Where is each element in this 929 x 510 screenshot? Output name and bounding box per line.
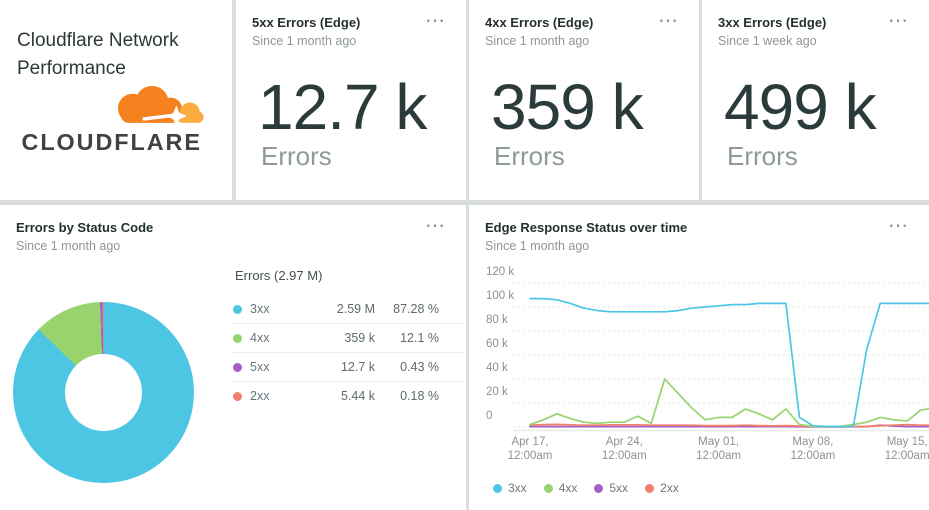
card-menu-icon[interactable]: ⋯	[425, 215, 446, 237]
kpi-value: 499 k	[724, 71, 877, 143]
legend-item-4xx[interactable]: 4xx	[543, 481, 578, 495]
card-menu-icon[interactable]: ⋯	[425, 10, 446, 32]
4xx-dot-icon	[233, 333, 242, 343]
cloudflare-wordmark: CLOUDFLARE	[22, 129, 202, 155]
facet-value: 5.44 k	[340, 389, 375, 403]
legend-item-3xx[interactable]: 3xx	[493, 481, 527, 495]
2xx-dot-icon	[233, 391, 242, 401]
facet-row-3xx[interactable]: 3xx 2.59 M 87.28 %	[233, 295, 463, 323]
kpi-title: 5xx Errors (Edge)	[252, 15, 361, 30]
dashboard-title: Cloudflare Network Performance	[17, 29, 179, 79]
kpi-value: 12.7 k	[258, 71, 427, 143]
legend-label: 2xx	[660, 481, 679, 495]
facet-label: 3xx	[250, 302, 270, 316]
kpi-title: 4xx Errors (Edge)	[485, 15, 594, 30]
card-subtitle: Since 1 month ago	[485, 239, 590, 253]
card-subtitle: Since 1 month ago	[16, 239, 121, 253]
facet-value: 12.7 k	[340, 360, 375, 374]
donut-hole	[65, 354, 142, 431]
dashboard-title-card: Cloudflare Network Performance CLOUDFLAR…	[0, 0, 232, 200]
y-tick-label: 120 k	[486, 266, 515, 278]
kpi-value: 359 k	[491, 71, 644, 143]
card-menu-icon[interactable]: ⋯	[888, 215, 909, 237]
facet-table-title: Errors (2.97 M)	[235, 268, 323, 283]
5xx-dot-icon	[594, 483, 604, 493]
facet-percent: 0.43 %	[400, 360, 439, 374]
kpi-unit: Errors	[727, 141, 798, 171]
4xx-dot-icon	[543, 483, 553, 493]
x-tick-label: Apr 17, 12:00am	[507, 436, 553, 462]
errors-by-status-code-card: Errors by Status Code Since 1 month ago …	[0, 205, 466, 510]
y-tick-label: 0	[486, 410, 493, 422]
3xx-dot-icon	[493, 483, 502, 493]
y-tick-label: 20 k	[486, 386, 508, 398]
cloudflare-cloud-icon: CLOUDFLARE	[22, 85, 204, 155]
facet-row-5xx[interactable]: 5xx 12.7 k 0.43 %	[233, 352, 463, 381]
kpi-subtitle: Since 1 month ago	[485, 34, 590, 48]
legend-label: 3xx	[508, 481, 527, 495]
card-menu-icon[interactable]: ⋯	[658, 10, 679, 32]
facet-row-4xx[interactable]: 4xx 359 k 12.1 %	[233, 323, 463, 352]
line-chart-plot[interactable]	[469, 205, 929, 510]
facet-label: 4xx	[250, 331, 270, 345]
y-tick-label: 100 k	[486, 290, 515, 302]
x-tick-label: May 08, 12:00am	[790, 436, 836, 462]
legend-label: 5xx	[609, 481, 629, 495]
legend-item-2xx[interactable]: 2xx	[645, 481, 679, 495]
5xx-dot-icon	[233, 362, 242, 372]
facet-row-2xx[interactable]: 2xx 5.44 k 0.18 %	[233, 381, 463, 410]
kpi-unit: Errors	[494, 141, 565, 171]
kpi-unit: Errors	[261, 141, 332, 171]
facet-percent: 0.18 %	[400, 389, 439, 403]
y-tick-label: 40 k	[486, 362, 508, 374]
card-title: Errors by Status Code	[16, 220, 154, 235]
chart-legend: 3xx 4xx 5xx 2xx	[493, 481, 679, 495]
facet-value: 359 k	[344, 331, 375, 345]
facet-percent: 12.1 %	[400, 331, 439, 345]
line-chart-svg	[513, 282, 929, 432]
donut-chart[interactable]	[13, 302, 194, 483]
y-tick-label: 60 k	[486, 338, 508, 350]
cloudflare-logo: CLOUDFLARE	[17, 83, 213, 157]
x-tick-label: May 15, 12:00am	[884, 436, 929, 462]
facet-table: Errors (2.97 M) 3xx 2.59 M 87.28 % 4xx 3…	[233, 268, 463, 410]
x-tick-label: Apr 24, 12:00am	[601, 436, 647, 462]
3xx-dot-icon	[233, 304, 242, 314]
card-menu-icon[interactable]: ⋯	[888, 10, 909, 32]
kpi-subtitle: Since 1 month ago	[252, 34, 357, 48]
2xx-dot-icon	[645, 483, 655, 493]
kpi-card-4xx: 4xx Errors (Edge) Since 1 month ago ⋯ 35…	[469, 0, 699, 200]
edge-response-status-card: 120 k 100 k 80 k 60 k 40 k 20 k 0 Apr 17, 12:00…	[469, 205, 929, 510]
facet-percent: 87.28 %	[393, 302, 439, 316]
kpi-card-3xx: 3xx Errors (Edge) Since 1 week ago ⋯ 499…	[702, 0, 929, 200]
kpi-title: 3xx Errors (Edge)	[718, 15, 827, 30]
facet-label: 5xx	[250, 360, 270, 374]
legend-item-5xx[interactable]: 5xx	[594, 481, 628, 495]
facet-value: 2.59 M	[336, 302, 375, 316]
legend-label: 4xx	[558, 481, 578, 495]
kpi-card-5xx: 5xx Errors (Edge) Since 1 month ago ⋯ 12…	[236, 0, 466, 200]
y-tick-label: 80 k	[486, 314, 508, 326]
card-title: Edge Response Status over time	[485, 220, 688, 235]
facet-label: 2xx	[250, 389, 270, 403]
x-tick-label: May 01, 12:00am	[696, 436, 741, 462]
kpi-subtitle: Since 1 week ago	[718, 34, 817, 48]
